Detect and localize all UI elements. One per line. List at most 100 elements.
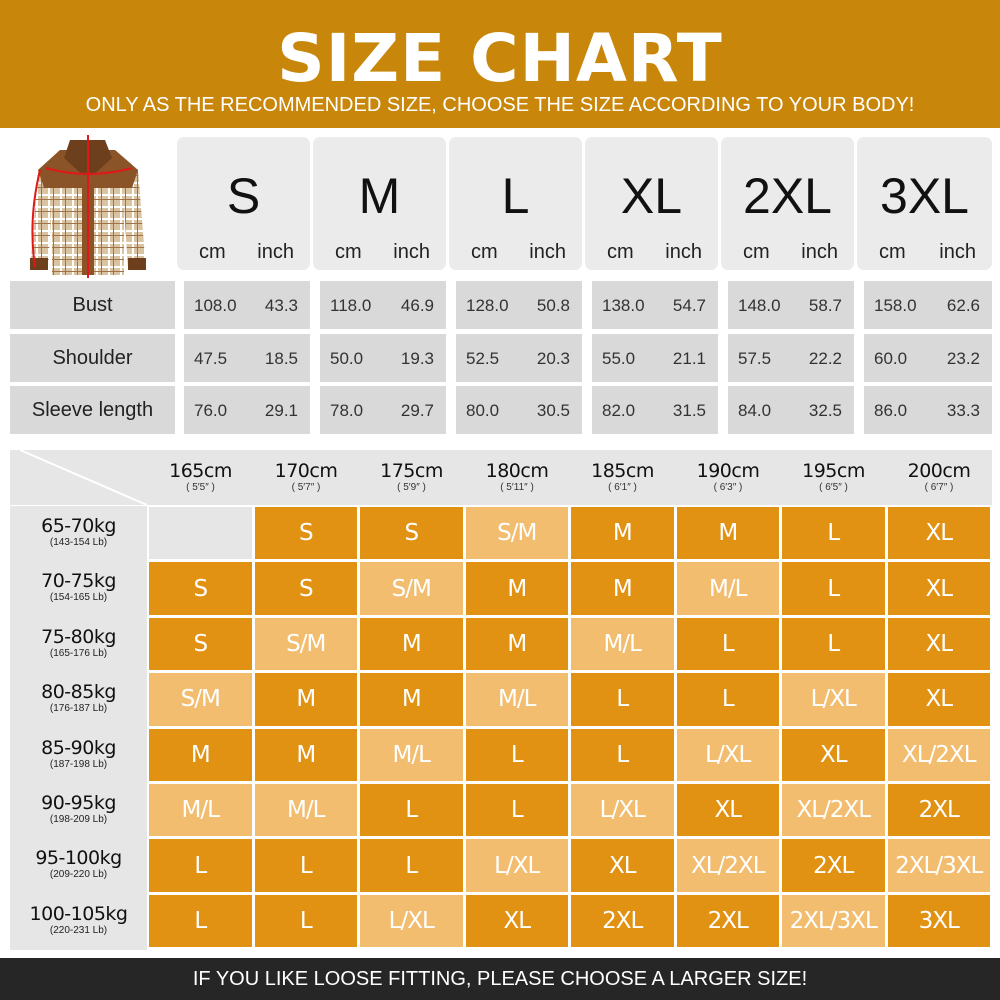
value-cm: 52.5 — [466, 349, 500, 368]
size-recommendation-cell: L — [254, 839, 357, 892]
weight-lb: (209-220 Lb) — [49, 869, 108, 881]
measurement-label: Bust — [10, 281, 175, 329]
page-subtitle: ONLY AS THE RECOMMENDED SIZE, CHOOSE THE… — [85, 94, 915, 116]
size-recommendation-cell: S — [254, 507, 357, 560]
unit-inch-label: inch — [939, 241, 976, 263]
size-recommendation-cell: XL — [782, 728, 885, 781]
measurement-cell: 108.0 43.3 — [184, 281, 310, 329]
size-recommendation-cell: S — [149, 617, 252, 671]
weight-kg: 100-105kg — [29, 902, 128, 925]
measurement-cell: 138.0 54.7 — [592, 281, 718, 329]
size-recommendation-cell: L — [782, 617, 885, 671]
value-cm: 158.0 — [874, 296, 917, 315]
height-column-header: 175cm( 5′9″ ) — [359, 460, 464, 493]
height-ft: ( 5′7″ ) — [291, 482, 321, 493]
weight-row-label: 80-85kg (176-187 Lb) — [10, 681, 147, 714]
size-recommendation-cell: M/L — [571, 617, 674, 671]
value-cm: 118.0 — [330, 296, 372, 315]
value-inch: 43.3 — [264, 296, 298, 315]
size-label: S — [226, 168, 261, 224]
measurement-cell: 52.5 20.3 — [456, 334, 582, 382]
size-recommendation-cell: L — [571, 673, 674, 726]
value-inch: 54.7 — [672, 296, 706, 315]
size-recommendation-cell: 2XL — [782, 839, 885, 892]
size-column-header: 3XL cm inch — [857, 137, 992, 270]
value-inch: 62.6 — [946, 296, 980, 315]
size-recommendation-cell: XL — [887, 507, 990, 560]
size-recommendation-cell: M — [254, 673, 357, 726]
weight-row-label: 85-90kg (187-198 Lb) — [10, 737, 147, 770]
size-recommendation-cell: M — [676, 507, 779, 560]
footer-banner: IF YOU LIKE LOOSE FITTING, PLEASE CHOOSE… — [0, 958, 1000, 1000]
value-inch: 31.5 — [672, 401, 706, 420]
size-recommendation-cell: M — [149, 728, 252, 781]
size-recommendation-cell: L — [465, 728, 568, 781]
weight-kg: 80-85kg — [41, 681, 116, 704]
value-cm: 86.0 — [874, 401, 908, 420]
size-recommendation-cell: XL — [465, 894, 568, 948]
value-cm: 60.0 — [874, 349, 908, 368]
size-recommendation-cell: S/M — [149, 673, 252, 726]
size-recommendation-cell: M/L — [676, 562, 779, 615]
value-cm: 78.0 — [330, 401, 364, 420]
measurement-cell: 128.0 50.8 — [456, 281, 582, 329]
size-recommendation-cell: L — [465, 784, 568, 837]
unit-cm-label: cm — [879, 241, 906, 263]
value-inch: 50.8 — [536, 296, 570, 315]
size-recommendation-cell: 2XL/3XL — [887, 839, 990, 892]
weight-row-label: 75-80kg (165-176 Lb) — [10, 626, 147, 659]
height-cm: 175cm — [380, 460, 443, 482]
size-recommendation-cell: XL — [887, 617, 990, 671]
value-inch: 29.7 — [400, 401, 434, 420]
size-label: 3XL — [880, 168, 969, 224]
size-recommendation-cell: 2XL — [676, 894, 779, 948]
size-label: 2XL — [743, 168, 832, 224]
size-recommendation-cell: L — [676, 617, 779, 671]
size-recommendation-cell: M — [360, 617, 463, 671]
weight-lb: (198-209 Lb) — [49, 814, 108, 825]
size-recommendation-cell: L/XL — [676, 728, 779, 781]
value-inch: 58.7 — [808, 296, 842, 315]
weight-label-column — [10, 506, 147, 950]
size-recommendation-cell: L — [782, 562, 885, 615]
value-inch: 33.3 — [946, 401, 980, 420]
height-header-row — [10, 450, 992, 505]
size-recommendation-cell: S — [254, 562, 357, 615]
height-cm: 165cm — [169, 460, 232, 482]
measurement-cell: 148.0 58.7 — [728, 281, 854, 329]
size-recommendation-cell: L/XL — [360, 894, 463, 948]
unit-cm-label: cm — [743, 241, 770, 263]
value-inch: 32.5 — [808, 401, 842, 420]
weight-kg: 95-100kg — [35, 847, 122, 870]
size-recommendation-cell: M/L — [254, 784, 357, 837]
measurement-cell: 60.0 23.2 — [864, 334, 992, 382]
size-recommendation-cell: L/XL — [571, 784, 674, 837]
weight-kg: 70-75kg — [41, 570, 116, 593]
size-recommendation-cell: M — [360, 673, 463, 726]
value-cm: 57.5 — [738, 349, 772, 368]
value-inch: 21.1 — [672, 349, 706, 368]
height-column-header: 190cm( 6′3″ ) — [676, 460, 781, 493]
size-recommendation-cell: XL — [571, 839, 674, 892]
value-cm: 148.0 — [738, 296, 781, 315]
unit-cm-label: cm — [607, 241, 634, 263]
value-cm: 84.0 — [738, 401, 772, 420]
height-column-header: 165cm( 5′5″ ) — [148, 460, 253, 493]
size-recommendation-cell: L — [149, 839, 252, 892]
size-recommendation-cell: XL/2XL — [782, 784, 885, 837]
size-recommendation-cell: XL/2XL — [676, 839, 779, 892]
weight-row-label: 100-105kg (220-231 Lb) — [10, 903, 147, 936]
measurement-cell: 55.0 21.1 — [592, 334, 718, 382]
value-inch: 46.9 — [400, 296, 434, 315]
height-cm: 195cm — [802, 460, 865, 482]
value-inch: 18.5 — [264, 349, 298, 368]
height-column-header: 185cm( 6′1″ ) — [570, 460, 675, 493]
value-cm: 47.5 — [194, 349, 228, 368]
size-recommendation-cell: S/M — [360, 562, 463, 615]
weight-lb: (220-231 Lb) — [49, 924, 108, 936]
size-recommendation-cell: S/M — [254, 617, 357, 671]
value-cm: 50.0 — [330, 349, 364, 368]
